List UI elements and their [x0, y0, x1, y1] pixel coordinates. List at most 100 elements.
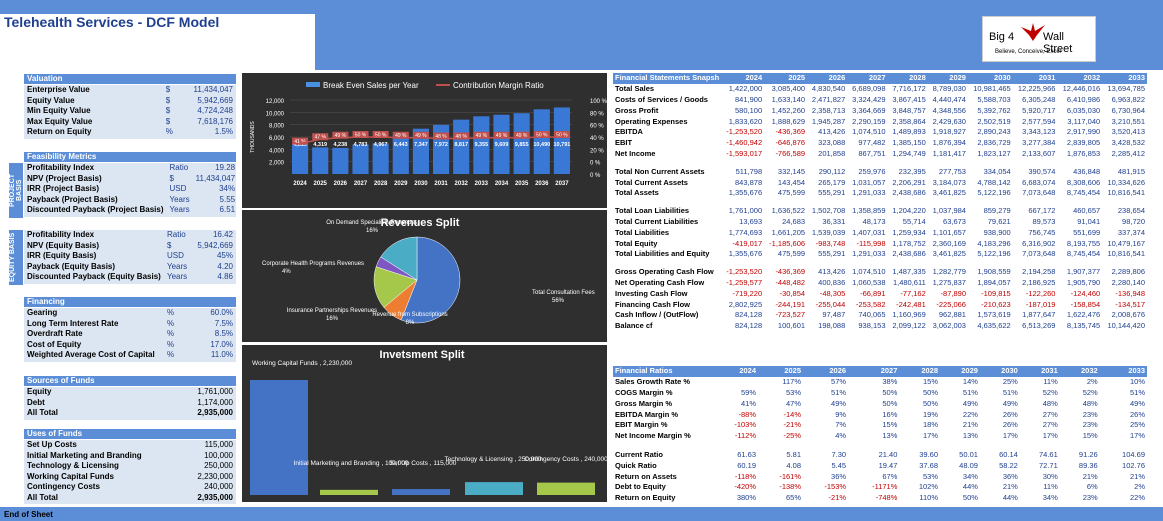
- table-row: Net Operating Cash Flow -1,259,577 -448,48…: [613, 278, 1147, 289]
- cell-value: -30,854: [779, 288, 806, 298]
- uses-block: [24, 440, 236, 504]
- table-row: Gross Operating Cash Flow -1,253,520 -436,…: [613, 267, 1147, 278]
- cell-value: 7,716,172: [892, 84, 926, 94]
- row-unit: $: [167, 240, 172, 250]
- cell-value: 1,761,000: [728, 206, 763, 216]
- table-row: Operating Expenses 1,833,620 1,888,629 1,94…: [613, 116, 1147, 127]
- chart-title: Invetsment Split: [380, 349, 465, 361]
- cell-value: -134,517: [1115, 299, 1145, 309]
- cell-value: 53%: [923, 471, 939, 481]
- page-subtitle: Summary: [4, 32, 68, 48]
- cell-value: 50%: [882, 387, 898, 397]
- cell-value: 1,452,260: [771, 105, 806, 115]
- cell-value: 5,122,196: [977, 188, 1011, 198]
- row-value: 7.5%: [214, 318, 233, 328]
- table-row: Discounted Payback (Project Basis) Years 6…: [24, 205, 238, 216]
- margin-label-box: [553, 131, 570, 138]
- row-unit: Years: [169, 194, 190, 204]
- y-tick-label: 10,000: [266, 111, 285, 117]
- row-label: EBITDA Margin %: [615, 409, 679, 419]
- cell-value: 30%: [1042, 471, 1058, 481]
- row-label: Net Income Margin %: [615, 431, 691, 441]
- cell-value: 21%: [1082, 471, 1098, 481]
- bar-break-even: [352, 144, 369, 174]
- cell-value: 3,062,003: [932, 321, 966, 331]
- cell-value: 15%: [1082, 431, 1098, 441]
- cell-value: -153%: [824, 482, 847, 492]
- bar-value-label: 4,967: [374, 142, 388, 148]
- row-label: IRR (Project Basis): [27, 184, 100, 194]
- cell-value: 740,065: [858, 310, 886, 320]
- cell-value: 2,429,630: [932, 116, 966, 126]
- cell-value: 4,440,474: [932, 94, 966, 104]
- row-label: NPV (Project Basis): [27, 173, 102, 183]
- cell-value: 7,073,648: [1022, 249, 1056, 259]
- row-unit: %: [167, 339, 175, 349]
- row-label: Sales Growth Rate %: [615, 377, 691, 387]
- table-header-row: Financial Ratios 2024 2025 2026 2027 2028 2029…: [613, 366, 1147, 377]
- table-row: Investing Cash Flow -719,220 -30,854 -48,30…: [613, 288, 1147, 299]
- spacer-row: [613, 442, 1147, 450]
- y2-tick-label: 0 %: [590, 161, 601, 167]
- cell-value: 17%: [923, 431, 939, 441]
- cell-value: 38%: [882, 377, 898, 387]
- cell-value: 10,479,167: [1107, 238, 1145, 248]
- cell-value: 201,858: [818, 148, 846, 158]
- x-tick-label: 2024: [293, 181, 307, 187]
- revenues-split-chart: Revenues Split Total Consultation Fees 56%…: [242, 210, 607, 342]
- row-value: 19.28: [215, 163, 236, 173]
- cell-value: 55,714: [902, 216, 926, 226]
- slice-percent: 4%: [282, 269, 291, 275]
- row-value: 34%: [219, 184, 236, 194]
- table-row: Gross Margin % 41% 47% 49% 50% 50% 49% 49% 48% 48…: [613, 398, 1147, 409]
- cell-value: 36,331: [822, 216, 846, 226]
- bar-value-label: 9,355: [474, 142, 488, 148]
- cell-value: 8,745,454: [1066, 249, 1101, 259]
- row-label: All Total: [27, 408, 58, 418]
- cell-value: 962,881: [938, 310, 966, 320]
- cell-value: 91,041: [1077, 216, 1101, 226]
- cell-value: 36%: [1002, 471, 1018, 481]
- row-label: Return on Assets: [615, 471, 677, 481]
- table-row: Total Liabilities and Equity 1,355,676 475…: [613, 249, 1147, 260]
- y2-tick-label: 100 %: [590, 99, 607, 105]
- table-header-label: Financial Statements Snapsh: [613, 73, 722, 84]
- cell-value: -646,876: [775, 138, 806, 148]
- legend-break-even: Break Even Sales per Year: [323, 81, 419, 90]
- cell-value: 13,694,785: [1107, 84, 1145, 94]
- cell-value: 1,037,984: [932, 206, 966, 216]
- cell-value: -21%: [828, 493, 847, 503]
- cell-value: 9%: [835, 409, 847, 419]
- cell-value: 1,573,619: [977, 310, 1011, 320]
- row-value: 4.20: [217, 261, 233, 271]
- cell-value: 1,622,476: [1066, 310, 1101, 320]
- cell-value: 50%: [923, 398, 939, 408]
- cell-value: 6,963,822: [1111, 94, 1145, 104]
- cell-value: -48,305: [819, 288, 846, 298]
- project-basis-band: PROJECT BASIS: [9, 163, 23, 218]
- cell-value: 50%: [882, 398, 898, 408]
- cell-value: -122,260: [1025, 288, 1056, 298]
- cell-value: 2,099,122: [892, 321, 926, 331]
- cell-value: -253,582: [855, 299, 886, 309]
- table-row: Long Term Interest Rate% 7.5%: [24, 319, 236, 330]
- fs-table: Financial Statements Snapsh 2024 2025 2026 2…: [613, 73, 1147, 332]
- cell-value: 580,100: [735, 105, 763, 115]
- year-header: 2029: [940, 366, 980, 377]
- row-unit: Ratio: [169, 163, 189, 173]
- y-axis-label: THOUSANDS: [250, 121, 256, 153]
- row-label: Weighted Average Cost of Capital: [27, 350, 155, 360]
- cell-value: 25%: [1129, 420, 1145, 430]
- row-label: Overdraft Rate: [27, 329, 83, 339]
- margin-value-label: 50 %: [375, 133, 387, 139]
- cell-value: 3,520,413: [1111, 127, 1145, 137]
- valuation-table: Enterprise Value $11,434,047 Equity Value $…: [24, 85, 236, 138]
- cell-value: 841,900: [735, 94, 763, 104]
- cell-value: 6,410,986: [1066, 94, 1101, 104]
- table-row: Return on Equity% 1.5%: [24, 127, 236, 138]
- cell-value: 5,920,717: [1022, 105, 1056, 115]
- table-row: Equity 1,761,000: [24, 387, 236, 398]
- row-label: Gross Margin %: [615, 398, 673, 408]
- margin-value-label: 47 %: [315, 135, 327, 141]
- investment-bar: [537, 482, 595, 495]
